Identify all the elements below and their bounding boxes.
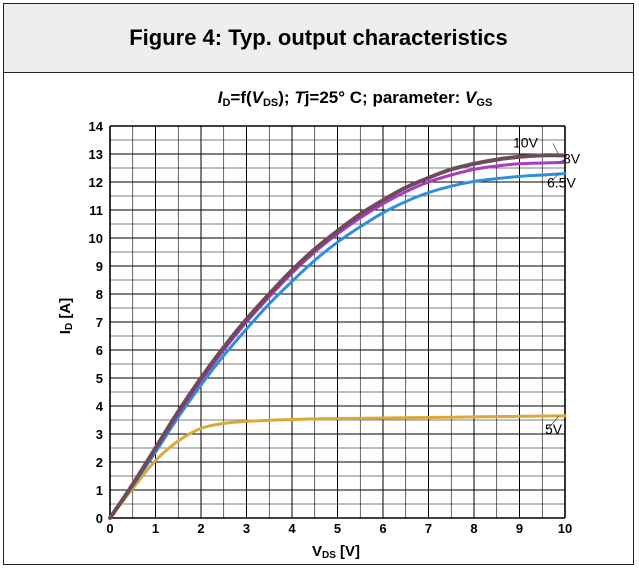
y-tick-label: 3 — [96, 427, 103, 442]
figure-header: Figure 4: Typ. output characteristics — [4, 4, 633, 73]
subtitle-ds-sub: DS — [263, 97, 278, 109]
figure-frame: Figure 4: Typ. output characteristics — [3, 3, 634, 565]
x-axis-label-unit: [V] — [336, 543, 360, 560]
x-tick-label: 10 — [558, 521, 572, 536]
x-tick-label: 8 — [470, 521, 477, 536]
label-leader — [552, 143, 560, 156]
series-label-10V: 10V — [513, 134, 539, 150]
y-tick-label: 11 — [89, 203, 103, 218]
series-line-6.5V — [108, 172, 567, 520]
y-axis-label-main: I — [57, 330, 74, 334]
series-line-10V — [108, 153, 567, 520]
subtitle-v2: V — [465, 88, 478, 107]
y-axis-label: ID [A] — [57, 298, 75, 334]
x-tick-label: 4 — [288, 521, 296, 536]
series-line-5V — [108, 414, 567, 520]
y-tick-label: 4 — [96, 399, 104, 414]
series-label-5V: 5V — [545, 421, 563, 437]
x-tick-label: 3 — [243, 521, 250, 536]
x-tick-label: 7 — [425, 521, 432, 536]
x-tick-label: 2 — [197, 521, 204, 536]
y-tick-label: 13 — [89, 147, 103, 162]
x-tick-label: 5 — [334, 521, 341, 536]
chart-series — [108, 153, 567, 520]
x-axis-label-sub: DS — [322, 550, 336, 561]
y-tick-label: 9 — [96, 259, 103, 274]
subtitle-gs-sub: GS — [476, 97, 492, 109]
y-tick-label: 12 — [89, 175, 103, 190]
label-leader — [548, 173, 560, 184]
y-tick-label: 0 — [96, 511, 103, 526]
x-tick-label: 6 — [379, 521, 386, 536]
subtitle-i: I — [218, 88, 224, 107]
subtitle-t: T — [294, 88, 306, 107]
y-tick-label: 14 — [89, 119, 104, 134]
label-leader — [546, 415, 560, 431]
label-leader — [558, 159, 566, 163]
y-tick-label: 7 — [96, 315, 103, 330]
y-tick-label: 1 — [96, 483, 103, 498]
y-tick-label: 5 — [96, 371, 103, 386]
subtitle-v: V — [252, 88, 265, 107]
y-tick-label: 2 — [96, 455, 103, 470]
y-axis-label-unit: [A] — [57, 298, 74, 323]
subtitle-eq: =f( — [230, 88, 252, 107]
subtitle-rest: j=25° C; parameter: — [304, 88, 465, 107]
series-label-6.5V: 6.5V — [547, 175, 576, 191]
chart-subtitle: ID=f(VDS); Tj=25° C; parameter: VGS — [218, 88, 493, 109]
x-tick-label: 9 — [516, 521, 523, 536]
y-tick-label: 8 — [96, 287, 103, 302]
figure-title: Figure 4: Typ. output characteristics — [129, 25, 508, 50]
series-labels: 10V 8V 6.5V 5V — [513, 134, 581, 436]
chart-grid — [109, 125, 566, 519]
x-tick-label: 1 — [152, 521, 159, 536]
subtitle-d-sub: D — [222, 97, 230, 109]
subtitle-close: ); — [278, 88, 294, 107]
y-tick-label: 6 — [96, 343, 103, 358]
y-axis-label-sub: D — [64, 323, 75, 330]
x-axis-label: VDS [V] — [312, 543, 360, 561]
x-tick-label: 0 — [106, 521, 113, 536]
series-label-8V: 8V — [563, 150, 581, 166]
y-tick-label: 10 — [89, 231, 103, 246]
x-axis-label-main: V — [312, 543, 322, 560]
